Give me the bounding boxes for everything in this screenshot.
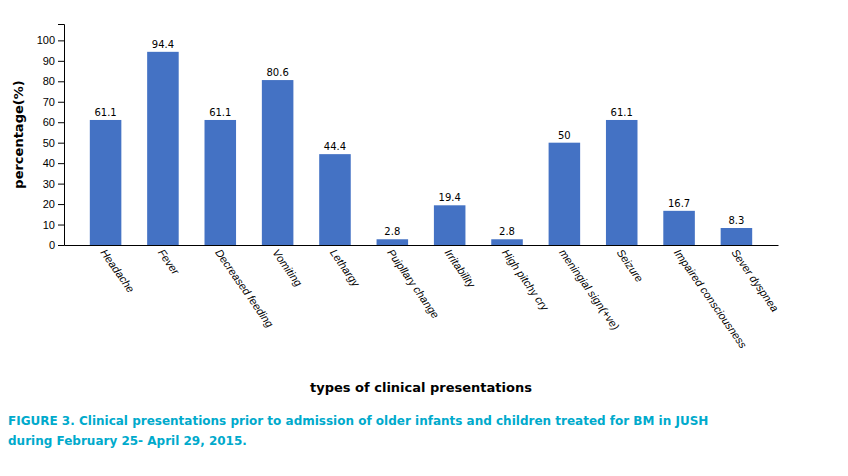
x-tick-label: Puipllary change <box>385 247 441 321</box>
x-tick-label: meningial sign(+ve) <box>557 247 622 333</box>
bars <box>90 52 752 245</box>
y-tick: 0 <box>49 239 64 251</box>
y-tick: 30 <box>43 178 64 190</box>
x-tick: meningial sign(+ve) <box>557 247 622 333</box>
chart: 0 10 20 30 40 50 60 70 80 90 100 Headache Fever Decre… <box>0 0 848 476</box>
y-tick-mark <box>58 184 64 185</box>
y-tick-label: 60 <box>43 116 55 128</box>
data-label: 94.4 <box>152 39 174 50</box>
y-tick: 80 <box>43 75 64 87</box>
bar <box>491 239 523 245</box>
x-tick: Puipllary change <box>385 247 441 321</box>
x-tick-label: Lethargy <box>328 247 363 290</box>
x-tick-label: Seizure <box>615 247 646 284</box>
data-label: 44.4 <box>324 141 346 152</box>
data-labels: 61.1 94.4 61.1 80.6 44.4 2.8 19.4 2.8 50 61.1 16.7… <box>94 39 744 237</box>
data-label: 16.7 <box>668 198 690 209</box>
y-tick-mark <box>58 102 64 103</box>
y-tick: 40 <box>43 157 64 169</box>
x-tick-label: Sever dyspnea <box>729 247 781 314</box>
y-tick: 20 <box>43 198 64 210</box>
y-tick-mark <box>58 204 64 205</box>
data-label: 2.8 <box>384 226 400 237</box>
x-tick-label: Headache <box>98 247 137 295</box>
y-tick-label: 40 <box>43 157 55 169</box>
y-tick-mark <box>58 122 64 123</box>
y-axis-title: percentage(%) <box>11 80 26 188</box>
data-label: 61.1 <box>611 107 633 118</box>
x-tick: Irritability <box>443 247 479 291</box>
data-label: 80.6 <box>266 67 288 78</box>
x-tick-label: Fever <box>156 247 183 278</box>
y-tick-mark <box>58 143 64 144</box>
x-axis: Headache Fever Decreased feedingVomiting Le… <box>65 246 782 351</box>
y-tick-mark <box>58 225 64 226</box>
x-tick-label: High pitchy cry <box>500 247 552 314</box>
x-tick: Vomiting <box>270 247 305 289</box>
y-tick-mark <box>58 61 64 62</box>
y-tick-label: 100 <box>37 34 55 46</box>
y-tick-label: 10 <box>43 219 55 231</box>
bar <box>434 205 466 245</box>
x-tick-label: Decreased feeding <box>213 247 276 330</box>
bar <box>147 52 179 245</box>
y-tick-label: 90 <box>43 55 55 67</box>
y-tick: 10 <box>43 219 64 231</box>
x-tick: Decreased feeding <box>213 247 276 330</box>
data-label: 19.4 <box>439 192 461 203</box>
bar <box>663 211 695 245</box>
y-tick: 50 <box>43 137 64 149</box>
plot: 0 10 20 30 40 50 60 70 80 90 100 Headache Fever Decre… <box>37 25 782 351</box>
data-label: 61.1 <box>94 107 116 118</box>
y-tick-mark <box>58 245 64 246</box>
x-tick: Lethargy <box>328 247 363 290</box>
y-tick-mark <box>58 163 64 164</box>
x-tick-label: Irritability <box>443 247 479 291</box>
y-tick: 60 <box>43 116 64 128</box>
y-tick-label: 0 <box>49 239 55 251</box>
bar <box>262 80 294 245</box>
bar <box>549 143 581 245</box>
x-tick-label: Vomiting <box>270 247 305 289</box>
y-tick-mark <box>58 40 64 41</box>
x-tick: Fever <box>156 247 183 278</box>
data-label: 2.8 <box>499 226 515 237</box>
y-tick-label: 20 <box>43 198 55 210</box>
y-tick-label: 70 <box>43 96 55 108</box>
bar <box>90 120 122 245</box>
y-tick-label: 80 <box>43 75 55 87</box>
y-tick: 70 <box>43 96 64 108</box>
bar <box>205 120 237 245</box>
y-tick: 90 <box>43 55 64 67</box>
data-label: 61.1 <box>209 107 231 118</box>
y-axis-line <box>58 25 65 246</box>
y-tick: 100 <box>37 34 64 46</box>
data-label: 8.3 <box>728 215 744 226</box>
y-tick-mark <box>58 81 64 82</box>
y-tick-label: 50 <box>43 137 55 149</box>
y-tick-label: 30 <box>43 178 55 190</box>
x-tick: Headache <box>98 247 137 295</box>
bar <box>319 154 351 245</box>
caption: FIGURE 3. Clinical presentations prior t… <box>8 414 708 428</box>
x-axis-line <box>65 245 779 246</box>
caption: during February 25- April 29, 2015. <box>8 434 247 448</box>
x-tick: Sever dyspnea <box>729 247 781 314</box>
bar <box>606 120 638 245</box>
data-label: 50 <box>558 130 571 141</box>
bar <box>721 228 753 245</box>
y-axis: 0 10 20 30 40 50 60 70 80 90 100 <box>37 25 65 252</box>
x-tick: High pitchy cry <box>500 247 552 314</box>
x-axis-title: types of clinical presentations <box>310 380 532 395</box>
x-tick: Seizure <box>615 247 646 284</box>
bar <box>377 239 409 245</box>
